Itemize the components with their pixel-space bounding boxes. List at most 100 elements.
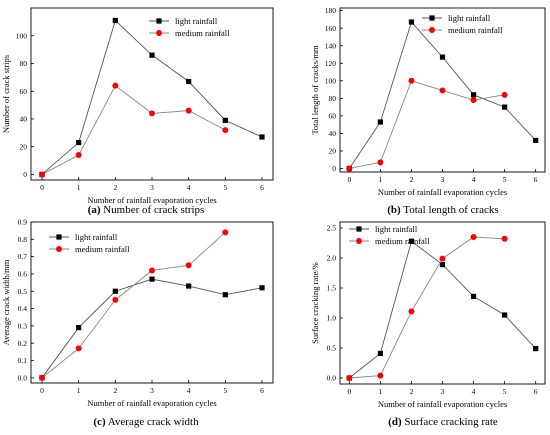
data-point-light	[470, 293, 477, 299]
data-point-light	[377, 119, 383, 125]
y-tick-label: 0	[23, 170, 27, 179]
data-point-medium	[408, 308, 415, 315]
series-line-light	[41, 19, 263, 175]
panel-caption-title: Surface cracking rate	[402, 416, 498, 428]
panel-caption: (a) Number of crack strips	[88, 204, 205, 216]
y-tick-label: 0.4	[18, 304, 28, 313]
x-tick-label: 2	[113, 183, 117, 192]
y-tick-label: 0.1	[18, 356, 28, 365]
x-tick-label: 3	[150, 386, 154, 395]
y-tick-label: 0.2	[18, 339, 28, 348]
y-tick-label: 40	[20, 115, 28, 124]
legend-label: light rainfall	[75, 232, 118, 242]
data-point-light	[186, 78, 192, 85]
x-tick-label: 6	[534, 387, 538, 396]
data-point-medium	[185, 262, 192, 269]
data-point-light	[377, 350, 383, 356]
data-point-light	[439, 54, 446, 60]
y-tick-label: 0.0	[327, 374, 337, 383]
y-tick-label: 80	[329, 94, 337, 103]
series-line-light	[41, 278, 263, 379]
chart-panel-c: 0 1 2 3 4 5 6 0.0 0.1 0.2 0.3 0.4 0.5 0.6 0.7 0.8 0.9 Num…	[1, 218, 274, 428]
x-tick-label: 5	[503, 387, 507, 396]
data-point-light	[76, 139, 82, 146]
data-point-medium	[149, 110, 155, 117]
x-tick-label: 5	[503, 175, 507, 184]
data-point-medium	[75, 152, 82, 159]
legend: light rainfall medium rainfall	[349, 224, 430, 246]
data-point-medium	[75, 345, 82, 352]
data-point-medium	[377, 372, 384, 379]
data-point-medium	[501, 235, 508, 242]
legend: light rainfall medium rainfall	[49, 232, 130, 254]
series-line-medium	[349, 236, 505, 379]
data-point-medium	[470, 97, 477, 104]
x-tick-label: 1	[77, 386, 81, 395]
legend-label: medium rainfall	[175, 28, 230, 38]
x-tick-label: 2	[410, 387, 414, 396]
x-tick-label: 2	[113, 386, 117, 395]
plot-frame	[30, 7, 274, 181]
plot-frame	[30, 221, 274, 384]
data-point-light	[408, 19, 415, 25]
y-tick-label: 180	[325, 6, 337, 15]
data-point-light	[439, 262, 446, 268]
data-point-medium	[185, 107, 192, 114]
panel-caption-letter: (a)	[88, 204, 101, 216]
y-tick-label: 20	[20, 142, 28, 151]
x-tick-label: 6	[260, 386, 264, 395]
data-point-light	[502, 312, 508, 318]
legend: light rainfall medium rainfall	[422, 13, 503, 35]
y-axis-title: Average crack width/mm	[1, 259, 11, 345]
data-point-light	[222, 292, 228, 298]
x-tick-label: 0	[40, 183, 44, 192]
y-tick-label: 0.8	[18, 235, 28, 244]
y-tick-label: 0.6	[18, 270, 28, 279]
x-tick-label: 3	[150, 183, 154, 192]
data-point-medium	[408, 77, 415, 84]
panel-caption-letter: (b)	[387, 204, 401, 216]
chart-panel-d: 0 1 2 3 4 5 6 0.0 0.5 1.0 1.5 2.0 2.5 Number of rainf…	[310, 221, 546, 428]
legend-marker	[356, 238, 362, 244]
y-tick-label: 2.5	[327, 224, 337, 233]
data-point-light	[149, 276, 155, 282]
y-tick-label: 100	[16, 31, 28, 40]
plot-frame	[339, 221, 546, 385]
y-tick-label: 140	[325, 41, 337, 50]
x-tick-label: 3	[441, 175, 445, 184]
y-tick-label: 160	[325, 24, 337, 33]
series-line-medium	[349, 80, 505, 169]
x-axis-title: Number of rainfall evaporation cycles	[378, 399, 507, 409]
data-point-medium	[346, 165, 353, 172]
data-point-light	[533, 137, 539, 144]
series-line-light	[348, 21, 537, 169]
legend-label: light rainfall	[175, 16, 218, 26]
y-tick-label: 80	[20, 59, 28, 68]
data-point-light	[470, 92, 477, 98]
legend-label: light rainfall	[448, 13, 491, 23]
y-tick-label: 0.9	[18, 218, 28, 227]
data-point-light	[112, 288, 118, 294]
legend-marker	[429, 15, 435, 21]
series-line-light	[349, 240, 537, 379]
data-point-medium	[501, 91, 508, 98]
data-point-medium	[470, 234, 477, 240]
x-tick-label: 1	[379, 175, 383, 184]
data-point-medium	[346, 375, 353, 381]
panel-caption-letter: (c)	[93, 416, 106, 428]
data-point-light	[112, 17, 118, 24]
y-tick-label: 60	[329, 111, 337, 120]
legend-marker	[429, 27, 435, 33]
data-point-light	[502, 104, 508, 110]
data-point-medium	[439, 255, 446, 262]
y-tick-label: 100	[325, 76, 337, 85]
x-tick-label: 2	[410, 175, 414, 184]
panel-caption-title: Number of crack strips	[100, 204, 204, 216]
y-tick-label: 0	[332, 164, 336, 173]
y-tick-label: 0.5	[327, 344, 337, 353]
x-axis-title: Number of rainfall evaporation cycles	[87, 195, 216, 205]
legend-marker	[156, 18, 162, 24]
